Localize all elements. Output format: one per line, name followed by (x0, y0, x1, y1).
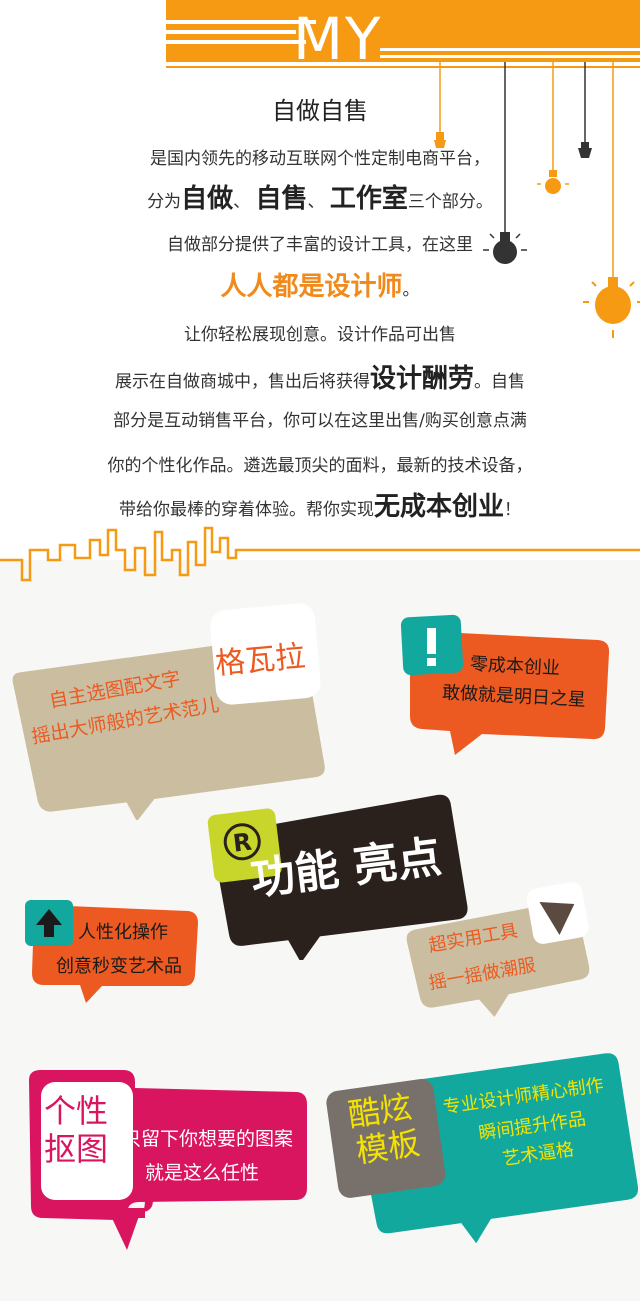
tool-triangle-icon (526, 882, 589, 944)
cutout-bubble (29, 1070, 307, 1250)
svg-text:R: R (231, 828, 253, 858)
zero-cost-bubble (400, 614, 610, 755)
intro-keyword: 设计酬劳 (369, 364, 474, 394)
intro-title: 自做自售 (272, 97, 368, 125)
intro-line: 展示在自做商城中，售出后将获得设计酬劳。自售 (0, 358, 640, 395)
bulb-icon (545, 170, 561, 194)
highlight-bubble: R (207, 794, 468, 960)
registered-icon: R (207, 808, 282, 883)
intro-keyword: 工作室 (329, 184, 408, 214)
intro-line: 是国内领先的移动互联网个性定制电商平台， (150, 149, 490, 169)
intro-text: 三个部分。 (407, 192, 493, 212)
intro-text: ！ (504, 500, 521, 520)
cutout-tag1: 个性 (44, 1092, 109, 1130)
header-underline (166, 66, 640, 68)
header-stripe (380, 48, 640, 51)
bulb-icon (493, 232, 517, 264)
bulb-icon (434, 132, 446, 148)
intro-text: 、 (233, 192, 256, 212)
intro-line: 自做部分提供了丰富的设计工具，在这里 (167, 235, 473, 255)
intro-text: 。 (402, 280, 420, 300)
intro-keyword: 自做 (181, 184, 234, 214)
intro-line: 带给你最棒的穿着体验。帮你实现无成本创业！ (0, 486, 640, 523)
header-stripe (166, 20, 316, 24)
cutout-line2: 就是这么任性 (145, 1162, 260, 1184)
human-operation-bubble (25, 900, 198, 1003)
bulb-icon (578, 142, 592, 158)
hanging-bulbs-decoration (434, 62, 640, 338)
logo-text: MY (293, 5, 383, 73)
cutout-line1: 只留下你想要的图案 (122, 1128, 294, 1150)
intro-text: 、 (307, 192, 330, 212)
cutout-tag2: 抠图 (44, 1130, 109, 1168)
intro-keyword: 自售 (255, 184, 308, 214)
intro-text: 。自售 (474, 372, 525, 392)
intro-line: 人人都是设计师。 (0, 266, 640, 303)
gewala-tag: 格瓦拉 (213, 639, 307, 682)
top-section (0, 0, 640, 560)
bulb-icon (595, 277, 631, 324)
up-arrow-icon (25, 900, 73, 946)
exclamation-icon (400, 614, 464, 676)
intro-highlight: 人人都是设计师 (220, 272, 403, 302)
intro-text: 展示在自做商城中，售出后将获得 (114, 372, 370, 392)
zero-line1: 零成本创业 (469, 653, 561, 680)
human-line1: 人性化操作 (78, 922, 168, 943)
human-line2: 创意秒变艺术品 (56, 956, 182, 977)
template-bubble (326, 1053, 639, 1244)
intro-line: 分为自做、 自售、 工作室三个部分。 (0, 178, 640, 215)
intro-line: 你的个性化作品。遴选最顶尖的面料，最新的技术设备， (107, 456, 533, 476)
intro-line: 部分是互动销售平台，你可以在这里出售/购买创意点满 (113, 411, 527, 431)
gewala-bubble (12, 603, 325, 820)
intro-text: 带给你最棒的穿着体验。帮你实现 (118, 500, 374, 520)
skyline-divider (0, 526, 640, 582)
header-stripe (380, 55, 640, 58)
intro-text: 分为 (147, 192, 182, 212)
tool-bubble (406, 882, 590, 1018)
header-stripe (166, 30, 296, 34)
intro-line: 让你轻松展现创意。设计作品可出售 (184, 325, 456, 345)
intro-keyword: 无成本创业 (373, 492, 504, 522)
header-stripe (166, 40, 306, 44)
